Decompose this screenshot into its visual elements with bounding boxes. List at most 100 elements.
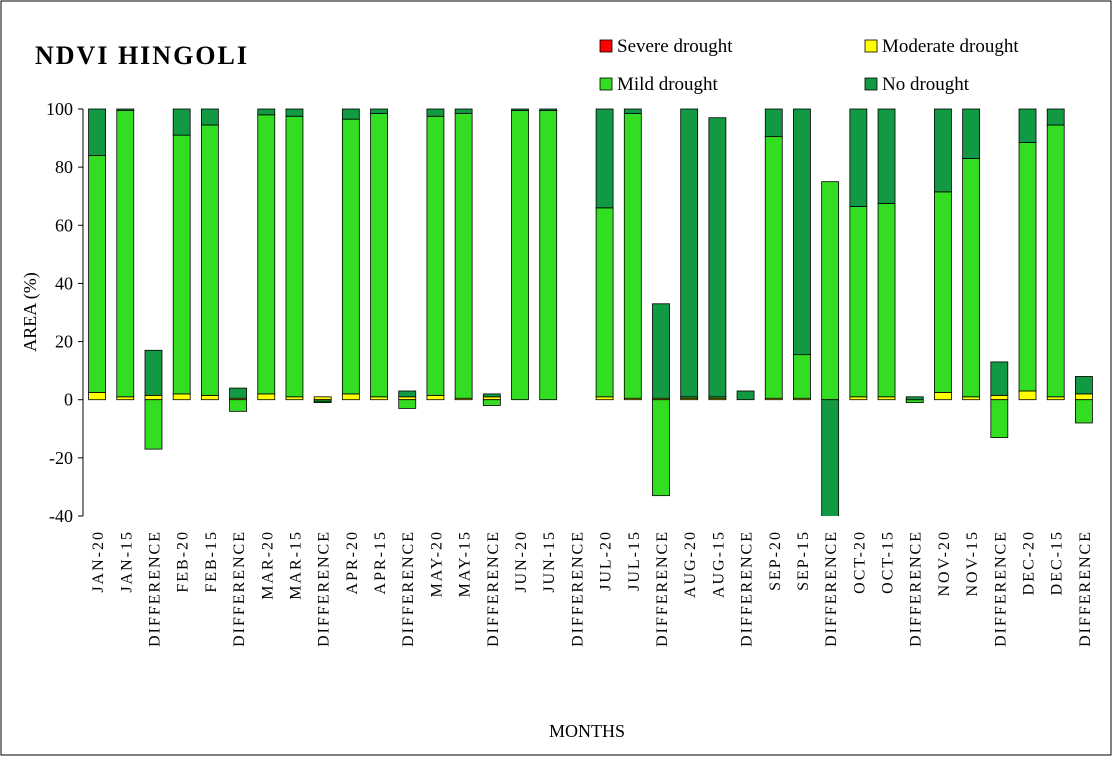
x-tick-label: MAR-15 xyxy=(287,530,304,600)
y-tick-label: 0 xyxy=(64,390,73,410)
x-tick-label: OCT-20 xyxy=(851,530,868,594)
bar-segment xyxy=(482,393,501,398)
bar-segment xyxy=(482,396,501,401)
bar-segment xyxy=(764,136,783,399)
bar-segment xyxy=(595,108,614,209)
bar-segment xyxy=(990,361,1009,396)
legend-label: Severe drought xyxy=(617,36,733,57)
bar-segment xyxy=(370,396,388,401)
bar-segment xyxy=(482,399,501,406)
x-tick-label: DIFFERENCE xyxy=(908,530,925,647)
bar-segment xyxy=(934,108,952,193)
bar-segment xyxy=(764,108,783,138)
bar-segment xyxy=(736,390,755,401)
x-tick-label: AUG-20 xyxy=(682,530,699,598)
bar-segment xyxy=(88,392,106,401)
legend-swatch xyxy=(599,39,613,53)
bar-segment xyxy=(1046,124,1065,398)
x-tick-label: DIFFERENCE xyxy=(823,530,840,647)
x-tick-label: JUN-15 xyxy=(541,530,558,593)
bar-segment xyxy=(877,108,896,204)
bar-segment xyxy=(88,155,106,393)
bar-segment xyxy=(341,118,360,395)
bar-segment xyxy=(623,108,642,114)
bar-segment xyxy=(313,400,332,404)
bar-segment xyxy=(88,108,106,156)
x-tick-label: JUN-20 xyxy=(513,530,530,593)
bar-segment xyxy=(539,110,558,401)
bar-segment xyxy=(313,396,332,401)
bar-segment xyxy=(116,108,135,111)
bar-segment xyxy=(370,108,388,114)
bar-segment xyxy=(1046,108,1065,126)
x-tick-label: DIFFERENCE xyxy=(231,530,248,647)
bar-segment xyxy=(454,112,473,399)
x-tick-label: DIFFERENCE xyxy=(654,530,671,647)
y-tick-label: 20 xyxy=(55,332,73,352)
bar-segment xyxy=(511,108,529,111)
x-tick-label: MAR-20 xyxy=(259,530,276,600)
x-tick-label: OCT-15 xyxy=(880,530,897,594)
bar-segment xyxy=(398,390,417,398)
bar-segment xyxy=(398,399,417,409)
bar-segment xyxy=(962,396,981,401)
bar-segment xyxy=(962,158,981,398)
bar-segment xyxy=(257,108,276,116)
x-tick-label: DIFFERENCE xyxy=(485,530,502,647)
bar-segment xyxy=(426,394,445,401)
bar-segment xyxy=(1075,376,1093,395)
bar-segment xyxy=(962,108,981,159)
legend-label: Mild drought xyxy=(617,74,719,95)
x-tick-label: JAN-15 xyxy=(118,530,135,593)
bar-segment xyxy=(1075,393,1093,401)
bar-segment xyxy=(1018,390,1037,401)
bar-segment xyxy=(849,205,868,398)
y-tick-label: 100 xyxy=(46,99,73,119)
x-tick-label: DIFFERENCE xyxy=(739,530,756,647)
bar-segment xyxy=(454,108,473,114)
x-tick-label: FEB-20 xyxy=(175,530,192,593)
bar-segment xyxy=(905,399,924,404)
x-tick-label: NOV-20 xyxy=(936,530,953,597)
x-tick-label: SEP-15 xyxy=(795,530,812,591)
x-tick-label: MAY-20 xyxy=(428,530,445,597)
bar-segment xyxy=(652,399,670,497)
x-tick-label: JUL-15 xyxy=(626,530,643,591)
bar-segment xyxy=(793,354,811,399)
bar-segment xyxy=(200,394,219,401)
x-tick-label: AUG-15 xyxy=(710,530,727,598)
bar-segment xyxy=(229,387,247,399)
bar-segment xyxy=(1046,396,1065,401)
bar-segment xyxy=(652,303,670,399)
bar-segment xyxy=(990,399,1009,438)
bar-segment xyxy=(623,112,642,399)
plot-area xyxy=(88,108,1093,516)
x-tick-label: DIFFERENCE xyxy=(1077,530,1094,647)
x-tick-label: DIFFERENCE xyxy=(146,530,163,647)
y-tick-label: -20 xyxy=(49,448,73,468)
bar-segment xyxy=(821,181,840,401)
x-tick-label: SEP-20 xyxy=(767,530,784,591)
chart-title: NDVI HINGOLI xyxy=(35,41,249,70)
x-axis-label: MONTHS xyxy=(549,721,625,741)
bar-segment xyxy=(877,203,896,398)
bar-segment xyxy=(539,108,558,111)
bar-segment xyxy=(934,392,952,401)
bar-segment xyxy=(680,108,699,398)
bar-segment xyxy=(877,396,896,401)
y-tick-label: 60 xyxy=(55,215,73,235)
bar-segment xyxy=(821,399,840,516)
x-tick-label: FEB-15 xyxy=(203,530,220,593)
bar-segment xyxy=(257,114,276,395)
x-tick-label: DIFFERENCE xyxy=(569,530,586,647)
legend-swatch xyxy=(864,77,878,91)
bar-segment xyxy=(116,396,135,401)
y-axis-label: AREA (%) xyxy=(20,272,41,352)
bar-segment xyxy=(341,108,360,120)
bar-segment xyxy=(1018,142,1037,392)
legend-label: Moderate drought xyxy=(882,36,1019,57)
bar-segment xyxy=(1018,108,1037,143)
legend-swatch xyxy=(599,77,613,91)
bar-segment xyxy=(285,396,304,401)
bar-segment xyxy=(285,108,304,117)
